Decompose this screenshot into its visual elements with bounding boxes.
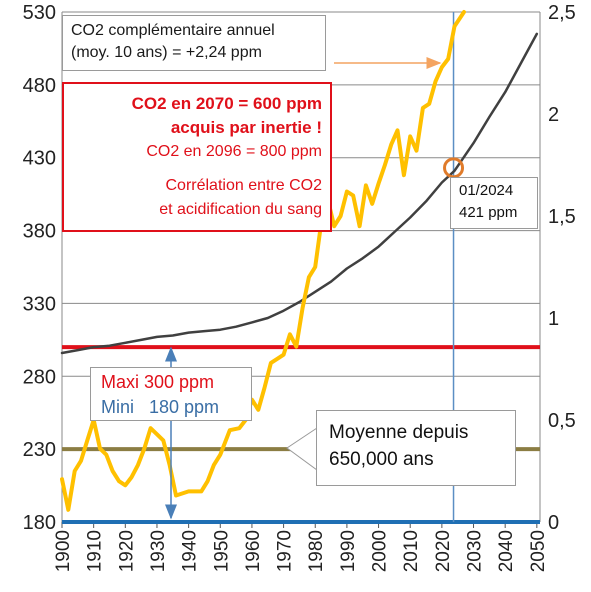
y-right-tick-label: 2,5: [548, 2, 576, 24]
annual-line-2: (moy. 10 ans) = +2,24 ppm: [71, 44, 262, 61]
y-left-tick-label: 230: [23, 439, 56, 461]
y-right-tick-label: 0: [548, 512, 559, 534]
current-date: 01/2024: [459, 182, 514, 199]
x-tick-label: 2050: [528, 530, 549, 572]
inertia-line-2: acquis par inertie !: [170, 118, 322, 137]
y-left-tick-label: 430: [23, 148, 56, 170]
x-tick-label: 1920: [116, 530, 137, 572]
current-value-marker: [443, 157, 465, 179]
x-tick-label: 1900: [53, 530, 74, 572]
y-right-tick-label: 1,5: [548, 206, 576, 228]
average-line-1: Moyenne depuis: [329, 422, 469, 443]
y-left-tick-label: 330: [23, 293, 56, 315]
y-right-tick-label: 1: [548, 308, 559, 330]
current-ppm: 421 ppm: [459, 204, 518, 221]
annual-line-1: CO2 complémentaire annuel: [71, 22, 275, 39]
x-tick-label: 1940: [180, 530, 201, 572]
y-right-tick-label: 0,5: [548, 410, 576, 432]
max-label: Maxi 300 ppm: [101, 372, 215, 392]
y-left-tick-label: 480: [23, 75, 56, 97]
min-label: Mini 180 ppm: [101, 397, 220, 417]
y-right-tick-label: 2: [548, 104, 559, 126]
x-tick-label: 2040: [496, 530, 517, 572]
x-tick-label: 2020: [433, 530, 454, 572]
y-left-tick-label: 380: [23, 221, 56, 243]
inertia-annotation: CO2 en 2070 = 600 ppm acquis par inertie…: [62, 82, 332, 232]
x-tick-label: 1950: [211, 530, 232, 572]
y-left-tick-label: 280: [23, 366, 56, 388]
average-line-2: 650,000 ans: [329, 449, 434, 470]
x-tick-label: 2030: [465, 530, 486, 572]
inertia-line-5: et acidification du sang: [159, 201, 322, 218]
x-tick-label: 2010: [401, 530, 422, 572]
x-tick-label: 2000: [370, 530, 391, 572]
range-annotation: Maxi 300 ppm Mini 180 ppm: [90, 367, 252, 421]
x-tick-label: 1960: [243, 530, 264, 572]
co2-concentration-line: [60, 32, 539, 355]
x-tick-label: 1980: [306, 530, 327, 572]
average-annotation: Moyenne depuis 650,000 ans: [316, 410, 516, 486]
x-tick-label: 1910: [85, 530, 106, 572]
y-left-tick-label: 180: [23, 512, 56, 534]
inertia-line-3: CO2 en 2096 = 800 ppm: [146, 143, 322, 160]
average-callout-pointer: [286, 427, 318, 471]
x-tick-label: 1990: [338, 530, 359, 572]
current-value-annotation: 01/2024 421 ppm: [450, 177, 538, 229]
x-tick-label: 1930: [148, 530, 169, 572]
annual-co2-annotation: CO2 complémentaire annuel (moy. 10 ans) …: [62, 15, 326, 71]
inertia-line-1: CO2 en 2070 = 600 ppm: [131, 94, 322, 113]
inertia-line-4: Corrélation entre CO2: [165, 177, 322, 194]
y-left-tick-label: 530: [23, 2, 56, 24]
x-tick-label: 1970: [275, 530, 296, 572]
annual-co2-increment-line: [60, 10, 466, 512]
